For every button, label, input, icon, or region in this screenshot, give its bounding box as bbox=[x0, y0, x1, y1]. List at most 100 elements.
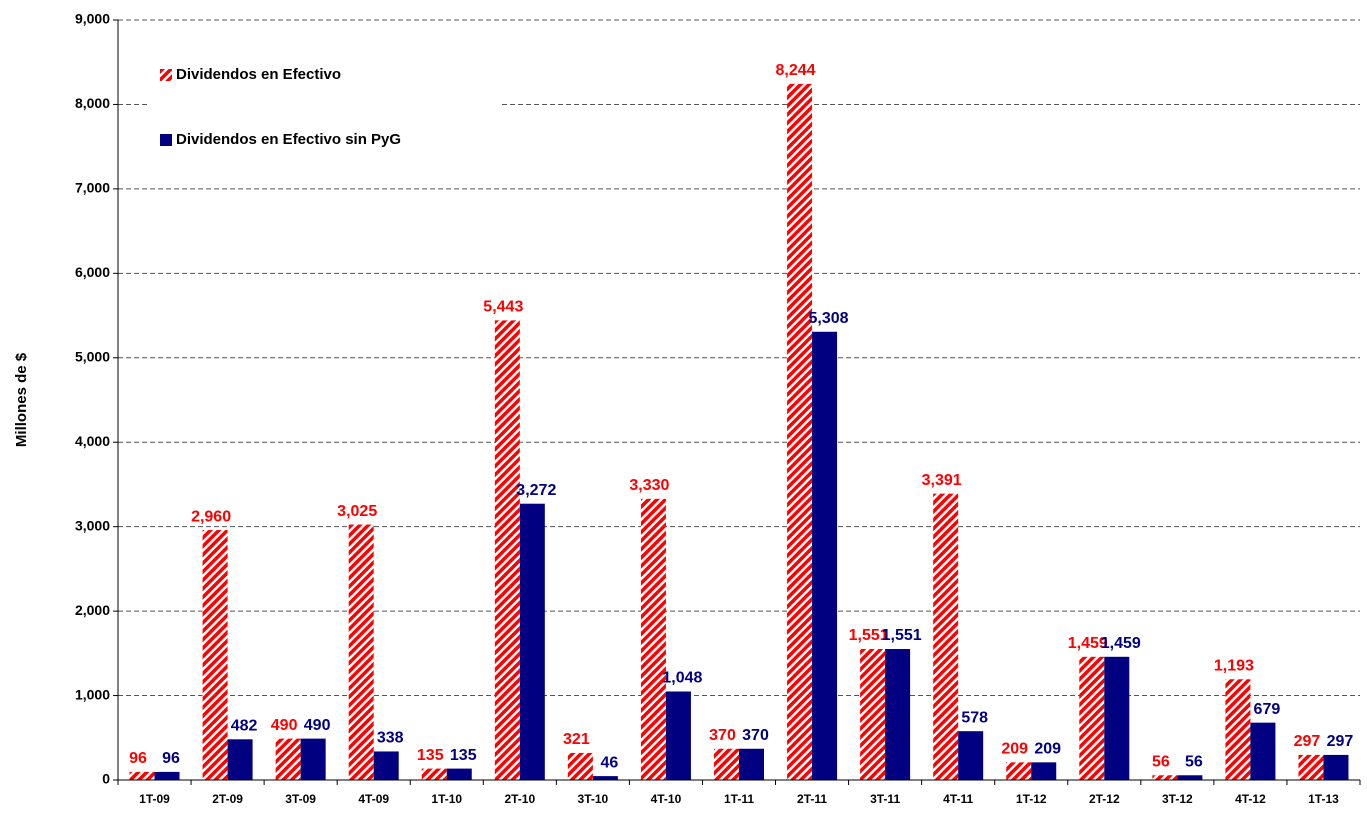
bar bbox=[348, 524, 374, 780]
bar bbox=[787, 83, 813, 781]
bar bbox=[227, 739, 253, 780]
bar bbox=[1079, 656, 1105, 780]
x-tick-label: 1T-11 bbox=[724, 792, 754, 806]
value-label: 1,459 bbox=[1101, 635, 1141, 652]
y-tick-label: 6,000 bbox=[75, 264, 110, 280]
legend-swatch bbox=[160, 134, 172, 146]
y-tick-label: 1,000 bbox=[75, 686, 110, 702]
value-label: 321 bbox=[563, 731, 590, 748]
value-label: 490 bbox=[304, 717, 331, 734]
bar bbox=[1250, 722, 1276, 780]
bar bbox=[1104, 656, 1130, 780]
bar bbox=[958, 731, 984, 780]
value-label: 482 bbox=[231, 718, 258, 735]
bar bbox=[202, 530, 228, 780]
value-label: 96 bbox=[162, 750, 180, 767]
x-tick-label: 1T-13 bbox=[1308, 792, 1339, 806]
value-label: 490 bbox=[271, 717, 298, 734]
value-label: 3,025 bbox=[337, 503, 377, 520]
y-tick-label: 9,000 bbox=[75, 11, 110, 27]
bar bbox=[154, 771, 180, 780]
y-tick-label: 7,000 bbox=[75, 180, 110, 196]
bar bbox=[1225, 679, 1251, 780]
bar bbox=[640, 498, 666, 780]
value-label: 297 bbox=[1327, 733, 1354, 750]
value-label: 209 bbox=[1001, 741, 1028, 758]
x-tick-label: 2T-12 bbox=[1089, 792, 1120, 806]
x-tick-label: 4T-09 bbox=[358, 792, 389, 806]
legend-swatch bbox=[160, 69, 172, 81]
bar bbox=[665, 691, 691, 780]
value-label: 370 bbox=[742, 727, 769, 744]
y-tick-label: 8,000 bbox=[75, 95, 110, 111]
value-label: 1,048 bbox=[662, 670, 702, 687]
x-tick-label: 3T-12 bbox=[1162, 792, 1193, 806]
legend-label: Dividendos en Efectivo bbox=[176, 66, 341, 83]
bar bbox=[446, 768, 472, 780]
value-label: 46 bbox=[600, 754, 618, 771]
value-label: 5,308 bbox=[809, 310, 849, 327]
y-tick-label: 5,000 bbox=[75, 348, 110, 364]
x-tick-label: 2T-09 bbox=[212, 792, 243, 806]
value-label: 96 bbox=[129, 750, 147, 767]
bar bbox=[1323, 754, 1349, 780]
bar bbox=[494, 320, 520, 780]
y-axis-label: Millones de $ bbox=[13, 352, 30, 447]
x-tick-label: 4T-12 bbox=[1235, 792, 1266, 806]
bar bbox=[519, 503, 545, 780]
legend-box bbox=[150, 50, 500, 162]
bar bbox=[1006, 762, 1032, 780]
x-tick-label: 2T-10 bbox=[504, 792, 535, 806]
x-tick-label: 2T-11 bbox=[797, 792, 827, 806]
value-label: 1,193 bbox=[1214, 657, 1254, 674]
x-tick-label: 4T-11 bbox=[943, 792, 973, 806]
bar bbox=[300, 738, 326, 780]
value-label: 3,391 bbox=[922, 472, 962, 489]
value-label: 5,443 bbox=[483, 299, 523, 316]
value-label: 1,459 bbox=[1068, 635, 1108, 652]
bar bbox=[812, 331, 838, 780]
value-label: 3,330 bbox=[629, 477, 669, 494]
y-tick-label: 0 bbox=[102, 771, 110, 787]
value-label: 8,244 bbox=[776, 62, 816, 79]
bar bbox=[567, 752, 593, 780]
bar bbox=[1177, 775, 1203, 780]
bar bbox=[592, 776, 618, 780]
x-tick-label: 1T-10 bbox=[431, 792, 462, 806]
value-label: 3,272 bbox=[516, 482, 556, 499]
bar bbox=[885, 649, 911, 780]
x-tick-label: 3T-11 bbox=[870, 792, 900, 806]
y-tick-label: 4,000 bbox=[75, 433, 110, 449]
bar bbox=[860, 649, 886, 780]
value-label: 338 bbox=[377, 730, 404, 747]
x-tick-label: 4T-10 bbox=[651, 792, 682, 806]
bar bbox=[129, 771, 155, 780]
x-tick-label: 3T-10 bbox=[578, 792, 609, 806]
value-label: 1,551 bbox=[849, 627, 889, 644]
value-label: 135 bbox=[417, 747, 444, 764]
bar bbox=[933, 493, 959, 780]
value-label: 209 bbox=[1034, 741, 1061, 758]
value-label: 370 bbox=[709, 727, 736, 744]
x-tick-label: 3T-09 bbox=[285, 792, 316, 806]
y-tick-label: 2,000 bbox=[75, 602, 110, 618]
x-tick-label: 1T-12 bbox=[1016, 792, 1047, 806]
value-label: 56 bbox=[1152, 753, 1170, 770]
bar bbox=[714, 748, 739, 780]
value-label: 135 bbox=[450, 747, 477, 764]
legend-label: Dividendos en Efectivo sin PyG bbox=[176, 131, 401, 148]
value-label: 1,551 bbox=[882, 627, 922, 644]
value-label: 56 bbox=[1185, 753, 1203, 770]
bar bbox=[739, 748, 764, 780]
bar bbox=[1298, 754, 1324, 780]
bar bbox=[1031, 762, 1057, 780]
value-label: 679 bbox=[1254, 701, 1281, 718]
value-label: 297 bbox=[1294, 733, 1321, 750]
bar bbox=[1152, 775, 1178, 780]
value-label: 578 bbox=[961, 709, 988, 726]
y-tick-label: 3,000 bbox=[75, 517, 110, 533]
x-tick-label: 1T-09 bbox=[139, 792, 170, 806]
bar bbox=[373, 751, 399, 780]
bar bbox=[421, 768, 447, 780]
